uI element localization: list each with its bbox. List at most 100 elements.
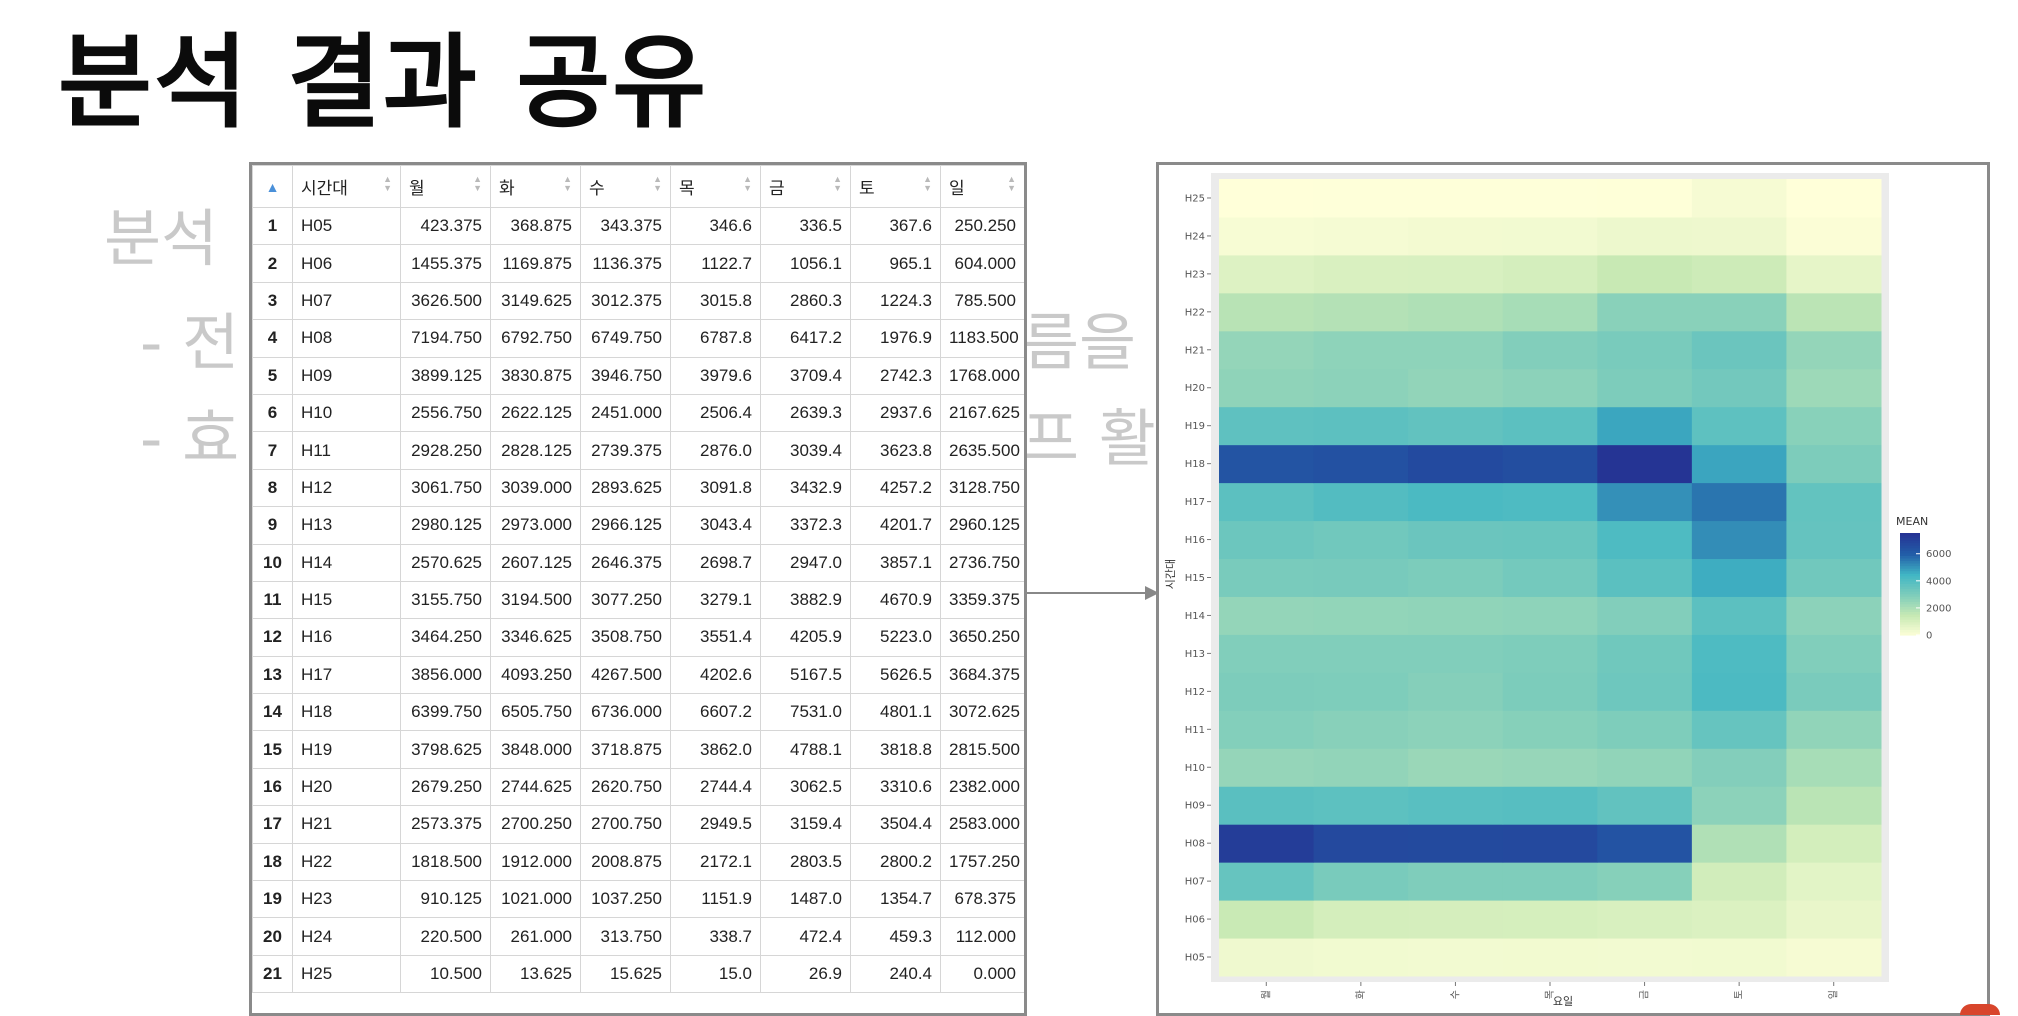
value-cell: 3848.000 — [490, 730, 581, 769]
heatmap-cell — [1691, 900, 1787, 939]
row-index: 2 — [252, 244, 293, 283]
value-cell: 1354.7 — [850, 880, 941, 919]
value-cell: 3718.875 — [580, 730, 671, 769]
value-cell: 2860.3 — [760, 281, 851, 321]
row-index-sort-header[interactable]: ▲ — [252, 165, 293, 208]
table-row: 1 H05 423.375 368.875 343.375 346.6 336.5 367.6… — [252, 206, 1024, 246]
time-slot-cell: H15 — [292, 580, 401, 620]
value-cell: 4801.1 — [850, 693, 941, 732]
heatmap-cell — [1502, 786, 1598, 825]
legend-tick-label: 0 — [1926, 631, 1932, 642]
heatmap-cell — [1597, 824, 1693, 863]
heatmap-cell — [1597, 558, 1693, 597]
value-cell: 0.000 — [940, 954, 1024, 994]
value-cell: 3194.500 — [490, 580, 581, 620]
column-header-3[interactable]: 수 ▲ ▼ — [580, 165, 671, 208]
time-slot-cell: H08 — [292, 319, 401, 358]
y-tick-label: H12 — [1185, 687, 1205, 698]
value-cell: 3830.875 — [490, 356, 581, 395]
value-cell: 423.375 — [400, 206, 491, 246]
column-header-label: 수 — [589, 179, 605, 198]
value-cell: 2008.875 — [580, 842, 671, 882]
value-cell: 6607.2 — [670, 693, 761, 732]
row-index: 9 — [252, 506, 293, 545]
value-cell: 2620.750 — [580, 767, 671, 807]
heatmap-cell — [1597, 444, 1693, 484]
heatmap-cell — [1313, 748, 1409, 787]
heatmap-cell — [1691, 634, 1787, 673]
heatmap-cell — [1691, 938, 1787, 977]
time-slot-cell: H13 — [292, 506, 401, 545]
table-row: 17 H21 2573.375 2700.250 2700.750 2949.5 3159.… — [252, 805, 1024, 844]
legend-title: MEAN — [1896, 515, 1928, 528]
heatmap-cell — [1408, 672, 1504, 711]
column-header-0[interactable]: 시간대 ▲ ▼ — [292, 165, 401, 208]
heatmap-cell — [1408, 748, 1504, 787]
heatmap-cell — [1691, 444, 1787, 484]
column-header-2[interactable]: 화 ▲ ▼ — [490, 165, 581, 208]
column-header-7[interactable]: 일 ▲ ▼ — [940, 165, 1024, 208]
heatmap-cell — [1597, 938, 1693, 977]
y-tick-label: H07 — [1185, 877, 1205, 888]
y-tick-label: H16 — [1185, 535, 1205, 546]
value-cell: 15.625 — [580, 954, 671, 994]
heatmap-cell — [1691, 558, 1787, 597]
heatmap-cell — [1597, 482, 1693, 522]
value-cell: 1056.1 — [760, 244, 851, 283]
value-cell: 4205.9 — [760, 618, 851, 657]
data-table-viewer[interactable]: ▲ 시간대 ▲ ▼ 월 ▲ ▼ 화 ▲ ▼ 수 ▲ ▼ 목 ▲ ▼ 금 ▲ ▼ 토 ▲ ▼ 일 ▲ ▼ 1 H05 423.375… — [249, 162, 1027, 1016]
y-tick-label: H25 — [1185, 193, 1205, 204]
value-cell: 2700.750 — [580, 805, 671, 844]
column-header-4[interactable]: 목 ▲ ▼ — [670, 165, 761, 208]
value-cell: 7531.0 — [760, 693, 851, 732]
sort-toggle-icon: ▲ ▼ — [383, 174, 392, 193]
column-header-5[interactable]: 금 ▲ ▼ — [760, 165, 851, 208]
y-tick-label: H22 — [1185, 307, 1205, 318]
heatmap-cell — [1313, 482, 1409, 522]
x-tick-label: 토 — [1734, 990, 1745, 999]
heatmap-cell — [1502, 444, 1598, 484]
value-cell: 2172.1 — [670, 842, 761, 882]
x-tick-label: 일 — [1828, 990, 1840, 999]
value-cell: 3310.6 — [850, 767, 941, 807]
column-header-6[interactable]: 토 ▲ ▼ — [850, 165, 941, 208]
heatmap-cell — [1408, 254, 1504, 294]
y-tick-label: H21 — [1185, 345, 1205, 356]
value-cell: 3857.1 — [850, 543, 941, 582]
row-index: 17 — [252, 805, 293, 844]
value-cell: 2803.5 — [760, 842, 851, 882]
value-cell: 3684.375 — [940, 655, 1024, 695]
value-cell: 240.4 — [850, 954, 941, 994]
heatmap-cell — [1313, 444, 1409, 484]
legend-color-step — [1900, 571, 1920, 575]
value-cell: 2828.125 — [490, 431, 581, 470]
value-cell: 604.000 — [940, 244, 1024, 283]
table-row: 9 H13 2980.125 2973.000 2966.125 3043.4 3372.3… — [252, 506, 1024, 545]
legend-color-step — [1900, 535, 1920, 539]
table-row: 20 H24 220.500 261.000 313.750 338.7 472.4 459.… — [252, 917, 1024, 956]
y-tick-label: H20 — [1185, 383, 1205, 394]
value-cell: 2744.4 — [670, 767, 761, 807]
value-cell: 2639.3 — [760, 393, 851, 433]
value-cell: 343.375 — [580, 206, 671, 246]
heatmap-cell — [1691, 330, 1787, 370]
value-cell: 3072.625 — [940, 693, 1024, 732]
sort-toggle-icon: ▲ ▼ — [923, 174, 932, 193]
heatmap-cell — [1313, 786, 1409, 825]
row-index: 20 — [252, 917, 293, 956]
value-cell: 1021.000 — [490, 880, 581, 919]
column-header-1[interactable]: 월 ▲ ▼ — [400, 165, 491, 208]
x-tick-label: 금 — [1639, 990, 1651, 999]
value-cell: 2949.5 — [670, 805, 761, 844]
legend-color-step — [1900, 594, 1920, 598]
heatmap-cell — [1502, 216, 1598, 256]
value-cell: 3039.4 — [760, 431, 851, 470]
value-cell: 2622.125 — [490, 393, 581, 433]
legend-color-step — [1900, 540, 1920, 544]
value-cell: 3359.375 — [940, 580, 1024, 620]
time-slot-cell: H14 — [292, 543, 401, 582]
value-cell: 3818.8 — [850, 730, 941, 769]
value-cell: 3061.750 — [400, 468, 491, 508]
legend-color-step — [1900, 609, 1920, 613]
legend-tick-label: 6000 — [1926, 549, 1951, 560]
